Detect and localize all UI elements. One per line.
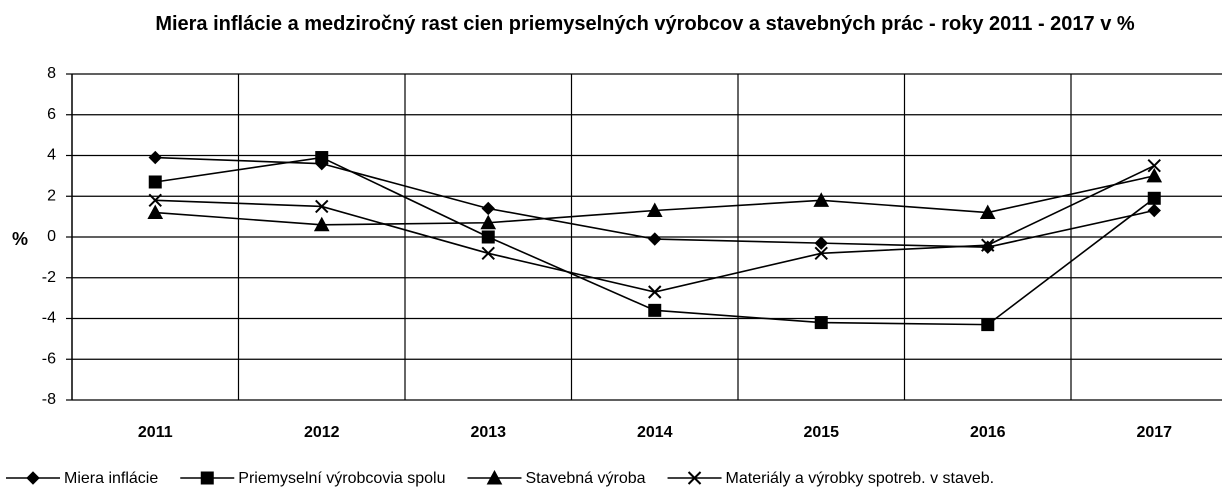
marker [648,303,662,317]
marker [814,236,828,250]
marker [148,150,162,165]
y-tick-label: -8 [42,391,56,408]
legend-item: Materiály a výrobky spotreb. v staveb. [667,470,995,487]
legend-item: Miera inflácie [6,470,158,487]
marker [1147,158,1161,173]
y-axis-label: % [12,229,28,249]
legend-label: Miera inflácie [64,470,158,487]
marker [148,175,162,189]
y-tick-label: 4 [47,147,56,164]
marker [648,285,662,299]
marker [1147,191,1161,205]
x-tick-label: 2011 [138,424,173,441]
legend-label: Materiály a výrobky spotreb. v staveb. [726,470,995,487]
x-tick-label: 2013 [470,424,506,441]
x-tick-label: 2016 [970,424,1006,441]
y-tick-label: 6 [47,106,56,123]
marker [481,230,495,244]
x-tick-label: 2017 [1136,424,1172,441]
y-tick-label: -6 [42,350,56,367]
marker [981,318,995,332]
chart-title: Miera inflácie a medziročný rast cien pr… [155,13,1135,35]
y-tick-label: 2 [47,187,56,204]
x-tick-label: 2012 [304,424,340,441]
marker [26,471,40,485]
series-line [155,164,1155,293]
marker [315,199,329,214]
y-tick-label: 0 [47,228,56,245]
marker [814,316,828,330]
marker [981,238,995,252]
marker [486,469,503,485]
y-tick-label: 8 [47,65,56,82]
legend-item: Stavebná výroba [467,469,646,487]
x-tick-label: 2015 [803,424,839,441]
marker [1147,203,1161,218]
marker [481,246,495,261]
marker [648,232,662,246]
marker [646,202,663,218]
legend-label: Priemyselní výrobcovia spolu [238,470,445,487]
series-line [155,175,1155,226]
marker [1146,167,1163,183]
marker [814,246,828,261]
legend-item: Priemyselní výrobcovia spolu [180,470,445,487]
y-tick-label: -4 [42,310,56,327]
marker [687,471,702,485]
marker [979,204,996,220]
marker [148,193,162,208]
marker [313,216,330,232]
y-tick-label: -2 [42,269,56,286]
marker [315,151,329,165]
marker [481,201,495,216]
x-tick-label: 2014 [637,424,673,441]
marker [480,214,497,230]
marker [200,471,214,485]
legend-label: Stavebná výroba [525,470,645,487]
marker [147,204,164,220]
marker [813,192,830,207]
